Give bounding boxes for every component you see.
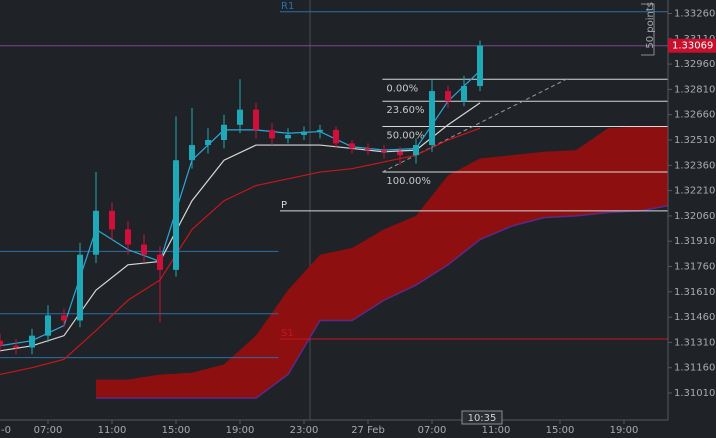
candle-body (77, 254, 83, 321)
y-tick-label: 1.32960 (674, 59, 715, 70)
y-tick-label: 1.32210 (674, 186, 715, 197)
y-tick-label: 1.32660 (674, 110, 715, 121)
y-tick-label: 1.31610 (674, 287, 715, 298)
candle-body (381, 150, 387, 152)
candle-body (413, 145, 419, 156)
x-tick-label: 27 Feb (351, 425, 385, 436)
pivot-label: S1 (281, 328, 294, 339)
last-price-label: 1.33069 (672, 41, 713, 52)
candle-body (397, 151, 403, 156)
candle-body (429, 91, 435, 146)
candle-body (317, 129, 323, 132)
candle-body (365, 148, 371, 151)
candle-body (253, 109, 259, 130)
x-tick-label: 23:00 (290, 425, 319, 436)
y-tick-label: 1.31310 (674, 337, 715, 348)
candle-body (29, 335, 35, 348)
y-tick-label: 1.31460 (674, 312, 715, 323)
candle-body (61, 315, 67, 321)
fib-label: 0.00% (386, 83, 418, 94)
x-tick-label: 11:00 (482, 425, 511, 436)
y-tick-label: 1.31910 (674, 236, 715, 247)
candle-body (141, 244, 147, 255)
y-tick-label: 1.32810 (674, 84, 715, 95)
y-tick-label: 1.32060 (674, 211, 715, 222)
x-tick-label: 15:00 (546, 425, 575, 436)
candle-body (477, 45, 483, 87)
candle-body (125, 229, 131, 245)
x-tick-label: 19:00 (226, 425, 255, 436)
plot-area: R1 P S1 0.00% 23.60% 50.00% 100.00% (0, 0, 668, 420)
candle-body (13, 345, 19, 348)
x-tick-label: 11:00 (98, 425, 127, 436)
candle-body (445, 91, 451, 102)
cursor-time: 10:35 (468, 413, 497, 424)
y-tick-label: 1.32360 (674, 160, 715, 171)
y-tick-label: 1.31160 (674, 363, 715, 374)
cursor-time-box (461, 410, 503, 425)
pivot-label: R1 (281, 1, 294, 12)
axes: 1.332601.331101.329601.328101.326601.325… (1, 8, 716, 436)
ruler-bracket (641, 3, 655, 56)
y-tick-label: 1.31010 (674, 388, 715, 399)
candle-body (45, 315, 51, 336)
last-price-tag (668, 38, 716, 53)
pivot-label: P (281, 200, 287, 211)
candle-body (109, 210, 115, 230)
candle-body (237, 109, 243, 125)
fib-label: 50.00% (386, 131, 424, 142)
candle-body (461, 86, 467, 102)
y-tick-label: 1.31760 (674, 262, 715, 273)
candle-body (285, 134, 291, 139)
candle-body (205, 140, 211, 146)
y-tick-label: 1.32510 (674, 135, 715, 146)
candle-body (301, 131, 307, 135)
x-tick-label: 15:00 (162, 425, 191, 436)
candle-body (349, 143, 355, 149)
candle-body (173, 160, 179, 270)
candle-body (0, 340, 3, 346)
x-tick-label: 07:00 (418, 425, 447, 436)
x-tick-label: 07:00 (34, 425, 63, 436)
x-tick-label: -0 (1, 425, 11, 436)
cloud-lower-edge (96, 205, 668, 399)
ruler-label: 50 points (645, 2, 656, 49)
fib-label: 100.00% (386, 176, 431, 187)
candle-body (269, 129, 275, 139)
x-tick-label: 19:00 (610, 425, 639, 436)
y-tick-label: 1.33260 (674, 8, 715, 19)
candle-body (189, 145, 195, 161)
candle-body (157, 254, 163, 270)
candle-body (221, 124, 227, 140)
fib-label: 23.60% (386, 105, 424, 116)
cloud (96, 126, 668, 399)
candle-body (93, 210, 99, 255)
candle-body (333, 129, 339, 144)
